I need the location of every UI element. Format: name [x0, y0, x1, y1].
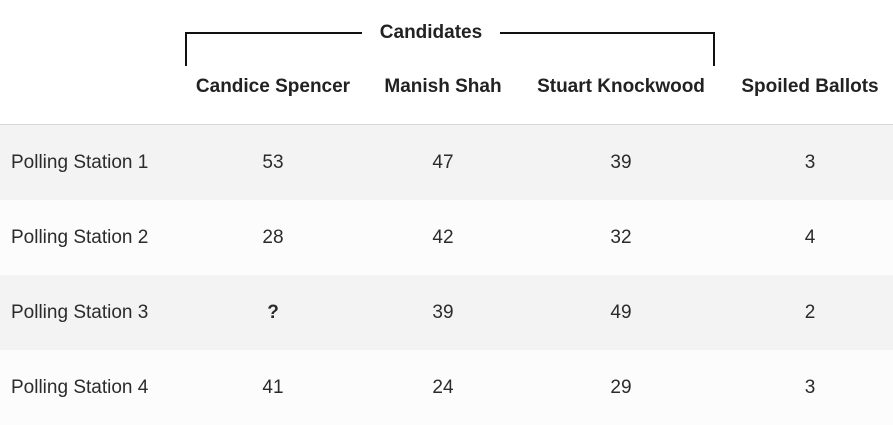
table-cell: 3: [804, 152, 816, 173]
column-header-candice-spencer: Candice Spencer: [195, 76, 351, 97]
row-label: Polling Station 1: [11, 152, 149, 173]
row-label: Polling Station 4: [11, 377, 149, 398]
table-cell: 3: [804, 377, 816, 398]
table-row: Polling Station 2 28 42 32 4: [0, 200, 893, 275]
candidates-group-label: Candidates: [362, 18, 500, 48]
table-cell: 24: [432, 377, 454, 398]
table-cell: 42: [432, 227, 454, 248]
table-row: Polling Station 4 41 24 29 3: [0, 350, 893, 425]
table-cell: 28: [262, 227, 284, 248]
table-cell: 47: [432, 152, 454, 173]
table-cell: 32: [610, 227, 632, 248]
table-cell: 41: [262, 377, 284, 398]
row-label: Polling Station 2: [11, 227, 149, 248]
table-cell: 4: [804, 227, 816, 248]
row-label: Polling Station 3: [11, 302, 149, 323]
table-cell: 53: [262, 152, 284, 173]
table-cell: 49: [610, 302, 632, 323]
unknown-value-cell: ?: [267, 302, 279, 323]
table-row: Polling Station 1 53 47 39 3: [0, 125, 893, 200]
table-row: Polling Station 3 ? 39 49 2: [0, 275, 893, 350]
table-header: Candidates Candice Spencer Manish Shah S…: [0, 0, 893, 125]
column-header-spoiled-ballots: Spoiled Ballots: [741, 76, 879, 97]
table-cell: 2: [804, 302, 816, 323]
column-header-manish-shah: Manish Shah: [384, 76, 502, 97]
column-header-stuart-knockwood: Stuart Knockwood: [537, 76, 705, 97]
table-cell: 29: [610, 377, 632, 398]
table-cell: 39: [432, 302, 454, 323]
table-cell: 39: [610, 152, 632, 173]
